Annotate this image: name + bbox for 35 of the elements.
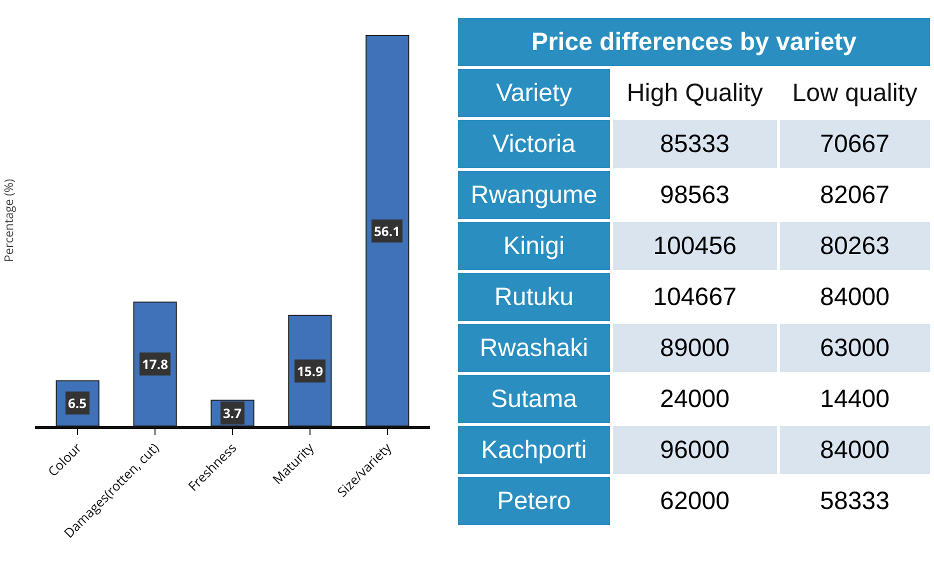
x-tick-label: Low quality [780,69,930,117]
y-tick-label: Rwangume [458,171,610,219]
data-label: 15.9 [297,362,324,380]
y-tick-label: Kachporti [458,426,610,474]
data-label: 98563 [612,171,777,219]
y-tick-label: Sutama [458,375,610,423]
data-label: 70667 [780,120,930,168]
data-label: 96000 [612,426,777,474]
data-label: 104667 [612,273,777,321]
data-label: 84000 [780,426,930,474]
bar [366,35,410,426]
y-tick-label: Rwashaki [458,324,610,372]
y-tick-label: Petero [458,477,610,525]
data-label: 56.1 [374,222,400,240]
data-label: 6.5 [68,394,87,412]
x-tick-label: High Quality [612,69,777,117]
data-label: 80263 [780,222,930,270]
data-label: 17.8 [142,355,168,373]
data-label: 100456 [612,222,777,270]
data-label: 82067 [780,171,930,219]
y-tick-label: Rutuku [458,273,610,321]
data-label: 24000 [612,375,777,423]
y-axis-title: Variety [458,69,610,117]
data-label: 62000 [612,477,777,525]
chart-title: Price differences by variety [458,18,930,66]
y-tick-label: Victoria [458,120,610,168]
data-label: 84000 [780,273,930,321]
y-axis-title: Percentage (%) [0,178,17,262]
data-label: 85333 [612,120,777,168]
data-label: 58333 [780,477,930,525]
data-label: 14400 [780,375,930,423]
y-tick-label: Kinigi [458,222,610,270]
data-label: 3.7 [223,404,242,422]
data-label: 63000 [780,324,930,372]
data-label: 89000 [612,324,777,372]
